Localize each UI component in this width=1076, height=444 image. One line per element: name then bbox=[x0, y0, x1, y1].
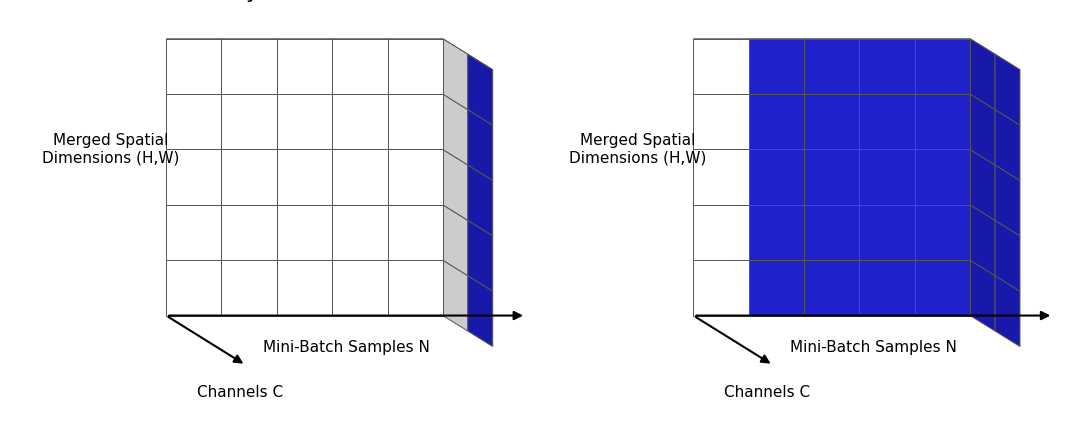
Polygon shape bbox=[222, 94, 277, 150]
Polygon shape bbox=[804, 205, 860, 260]
Polygon shape bbox=[301, 54, 382, 70]
Polygon shape bbox=[277, 205, 332, 260]
Polygon shape bbox=[387, 39, 443, 94]
Polygon shape bbox=[971, 150, 995, 220]
Polygon shape bbox=[915, 205, 971, 260]
Polygon shape bbox=[412, 54, 493, 70]
Polygon shape bbox=[749, 94, 804, 150]
Polygon shape bbox=[222, 260, 277, 316]
Polygon shape bbox=[915, 150, 971, 205]
Polygon shape bbox=[971, 260, 995, 331]
Polygon shape bbox=[443, 205, 468, 276]
Polygon shape bbox=[468, 110, 493, 180]
Polygon shape bbox=[387, 260, 443, 316]
Polygon shape bbox=[222, 39, 301, 54]
Polygon shape bbox=[804, 39, 884, 54]
Text: Merged Spatial
Dimensions (H,W): Merged Spatial Dimensions (H,W) bbox=[42, 133, 180, 166]
Polygon shape bbox=[277, 150, 332, 205]
Polygon shape bbox=[443, 94, 468, 165]
Polygon shape bbox=[995, 220, 1020, 291]
Polygon shape bbox=[860, 205, 915, 260]
Polygon shape bbox=[971, 205, 995, 276]
Polygon shape bbox=[693, 150, 749, 205]
Polygon shape bbox=[387, 150, 443, 205]
Polygon shape bbox=[749, 205, 804, 260]
Polygon shape bbox=[166, 39, 246, 54]
Polygon shape bbox=[277, 39, 332, 94]
Text: Mini-Batch Samples N: Mini-Batch Samples N bbox=[263, 341, 429, 356]
Polygon shape bbox=[332, 39, 387, 94]
Polygon shape bbox=[222, 150, 277, 205]
Polygon shape bbox=[277, 39, 357, 54]
Polygon shape bbox=[995, 54, 1020, 125]
Polygon shape bbox=[995, 276, 1020, 347]
Polygon shape bbox=[804, 150, 860, 205]
Polygon shape bbox=[749, 39, 829, 54]
Polygon shape bbox=[246, 54, 327, 70]
Polygon shape bbox=[749, 260, 804, 316]
Text: Merged Spatial
Dimensions (H,W): Merged Spatial Dimensions (H,W) bbox=[569, 133, 707, 166]
Polygon shape bbox=[774, 54, 854, 70]
Polygon shape bbox=[884, 54, 964, 70]
Polygon shape bbox=[860, 94, 915, 150]
Polygon shape bbox=[332, 260, 387, 316]
Text: Mini-Batch Samples N: Mini-Batch Samples N bbox=[790, 341, 957, 356]
Polygon shape bbox=[166, 205, 222, 260]
Polygon shape bbox=[829, 54, 909, 70]
Polygon shape bbox=[804, 94, 860, 150]
Polygon shape bbox=[468, 220, 493, 291]
Polygon shape bbox=[468, 54, 493, 125]
Polygon shape bbox=[387, 94, 443, 150]
Polygon shape bbox=[995, 110, 1020, 180]
Polygon shape bbox=[693, 39, 774, 54]
Polygon shape bbox=[915, 39, 995, 54]
Polygon shape bbox=[357, 54, 437, 70]
Polygon shape bbox=[387, 39, 468, 54]
Polygon shape bbox=[804, 39, 860, 94]
Polygon shape bbox=[387, 205, 443, 260]
Polygon shape bbox=[332, 39, 412, 54]
Polygon shape bbox=[915, 39, 971, 94]
Polygon shape bbox=[222, 39, 277, 94]
Polygon shape bbox=[443, 260, 468, 331]
Title: Layer Norm: Layer Norm bbox=[221, 0, 350, 2]
Polygon shape bbox=[277, 94, 332, 150]
Polygon shape bbox=[468, 276, 493, 347]
Polygon shape bbox=[693, 39, 749, 94]
Polygon shape bbox=[443, 150, 468, 220]
Polygon shape bbox=[166, 260, 222, 316]
Polygon shape bbox=[693, 205, 749, 260]
Polygon shape bbox=[277, 260, 332, 316]
Polygon shape bbox=[749, 39, 804, 94]
Polygon shape bbox=[860, 260, 915, 316]
Polygon shape bbox=[860, 39, 915, 94]
Polygon shape bbox=[332, 205, 387, 260]
Polygon shape bbox=[971, 94, 995, 165]
Polygon shape bbox=[749, 150, 804, 205]
Text: Channels C: Channels C bbox=[197, 385, 283, 400]
Polygon shape bbox=[915, 260, 971, 316]
Polygon shape bbox=[860, 150, 915, 205]
Polygon shape bbox=[939, 54, 1020, 70]
Polygon shape bbox=[332, 150, 387, 205]
Polygon shape bbox=[804, 260, 860, 316]
Polygon shape bbox=[166, 94, 222, 150]
Polygon shape bbox=[222, 205, 277, 260]
Polygon shape bbox=[192, 54, 271, 70]
Polygon shape bbox=[860, 39, 939, 54]
Polygon shape bbox=[166, 150, 222, 205]
Text: Channels C: Channels C bbox=[724, 385, 810, 400]
Polygon shape bbox=[719, 54, 798, 70]
Polygon shape bbox=[166, 39, 222, 94]
Polygon shape bbox=[971, 39, 995, 110]
Polygon shape bbox=[443, 39, 468, 110]
Polygon shape bbox=[915, 94, 971, 150]
Polygon shape bbox=[332, 94, 387, 150]
Polygon shape bbox=[995, 165, 1020, 236]
Polygon shape bbox=[468, 165, 493, 236]
Polygon shape bbox=[693, 94, 749, 150]
Polygon shape bbox=[693, 260, 749, 316]
Title: Batch Norm: Batch Norm bbox=[747, 0, 878, 2]
